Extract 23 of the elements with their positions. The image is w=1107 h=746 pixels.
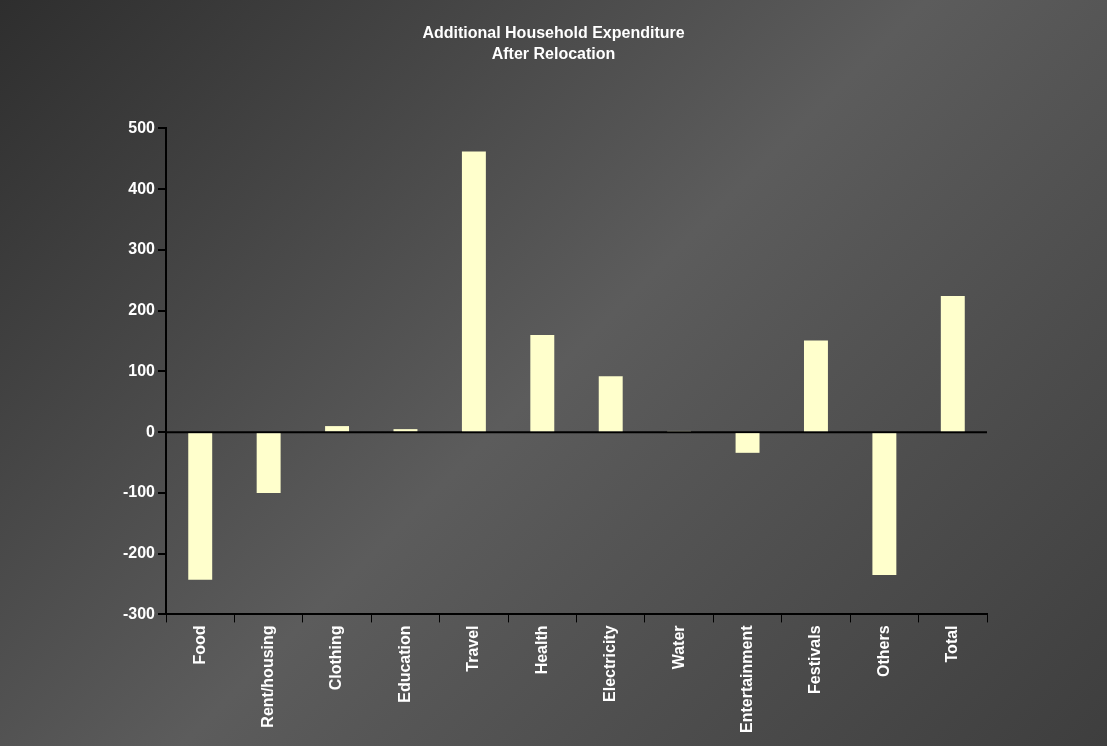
y-tick-label: -100 <box>122 483 156 501</box>
chart-subtitle: After Relocation <box>491 45 616 63</box>
x-tick-label: Electricity <box>601 625 619 702</box>
y-tick-label: 300 <box>128 240 156 258</box>
x-tick-label: Others <box>874 625 892 678</box>
y-tick-label: 400 <box>128 179 156 197</box>
x-tick-label: Festivals <box>806 625 824 694</box>
x-tick-label: Food <box>190 625 208 665</box>
y-tick-label: -200 <box>122 544 156 562</box>
x-tick-label: Health <box>532 625 550 675</box>
x-tick-label: Clothing <box>327 625 345 691</box>
y-tick-label: -300 <box>122 604 156 622</box>
x-tick-label: Rent/housing <box>259 625 277 728</box>
x-tick-label: Travel <box>464 625 482 672</box>
x-tick-label: Total <box>943 625 961 663</box>
y-tick-label: 200 <box>128 301 156 319</box>
y-tick-label: 500 <box>128 118 156 136</box>
chart-title: Additional Household Expenditure <box>422 24 685 42</box>
x-tick-label: Entertainment <box>737 624 755 734</box>
x-tick-label: Water <box>669 625 687 670</box>
x-tick-label: Education <box>395 625 413 703</box>
y-tick-label: 0 <box>146 422 156 440</box>
y-tick-label: 100 <box>128 361 156 379</box>
